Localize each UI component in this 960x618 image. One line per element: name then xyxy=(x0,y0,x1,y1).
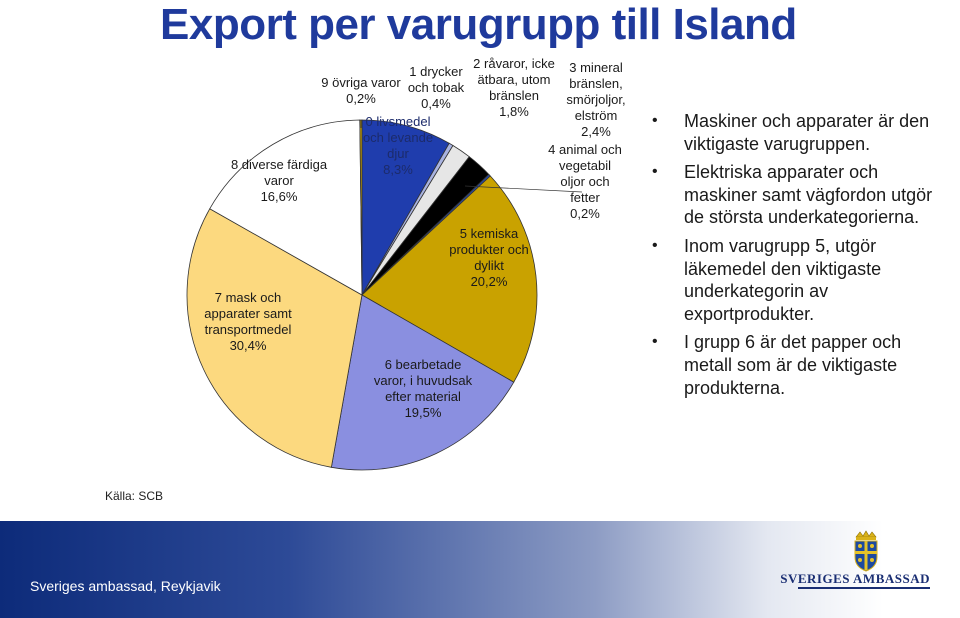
footer-left-text: Sveriges ambassad, Reykjavik xyxy=(30,578,221,594)
slice-label: 1 drycker och tobak 0,4% xyxy=(408,64,465,111)
slice-label: 4 animal och vegetabil oljor och fetter 0,2% xyxy=(548,142,622,221)
slice-label: 2 råvaror, icke ätbara, utom bränslen 1,8% xyxy=(473,56,555,119)
footer-banner: Sveriges ambassad, Reykjavik SVERIGES AM… xyxy=(0,521,960,618)
slice-label: 0 livsmedel och levande djur 8,3% xyxy=(363,114,433,177)
note-item: • Maskiner och apparater är den viktigast… xyxy=(652,111,930,154)
note-item: • Inom varugrupp 5, utgör läkemedel den v… xyxy=(652,235,882,324)
notes-list: • Maskiner och apparater är den viktigast… xyxy=(650,110,950,405)
pie-chart: 0 livsmedel och levande djur 8,3%1 drycker o… xyxy=(186,56,626,471)
crest-icon xyxy=(854,530,878,572)
slice-label: 9 övriga varor 0,2% xyxy=(321,75,401,106)
source-note: Källa: SCB xyxy=(105,489,164,503)
page-title: Export per varugrupp till Island xyxy=(160,0,797,49)
footer-brand-underline xyxy=(798,587,930,589)
slice-label: 7 mask och apparater samt transportmedel 30… xyxy=(204,290,292,353)
slice-label: 6 bearbetade varor, i huvudsak efter mater… xyxy=(374,357,473,420)
pie-slice xyxy=(361,175,538,383)
pie-slice xyxy=(361,119,450,297)
leader-line xyxy=(464,185,583,193)
note-item: • I grupp 6 är det papper och metall som … xyxy=(652,332,902,398)
slice-label: 5 kemiska produkter och dylikt 20,2% xyxy=(449,226,529,289)
pie-slice xyxy=(209,119,363,296)
slice-label: 8 diverse färdiga varor 16,6% xyxy=(231,157,328,204)
footer-brand: SVERIGES AMBASSAD xyxy=(780,571,930,586)
note-item: • Elektriska apparater och maskiner samt … xyxy=(652,162,933,228)
slice-label: 3 mineral bränslen, smörjoljor, elström 2,4% xyxy=(566,60,625,139)
pie-slice xyxy=(186,208,363,468)
pie-slice xyxy=(330,294,515,471)
